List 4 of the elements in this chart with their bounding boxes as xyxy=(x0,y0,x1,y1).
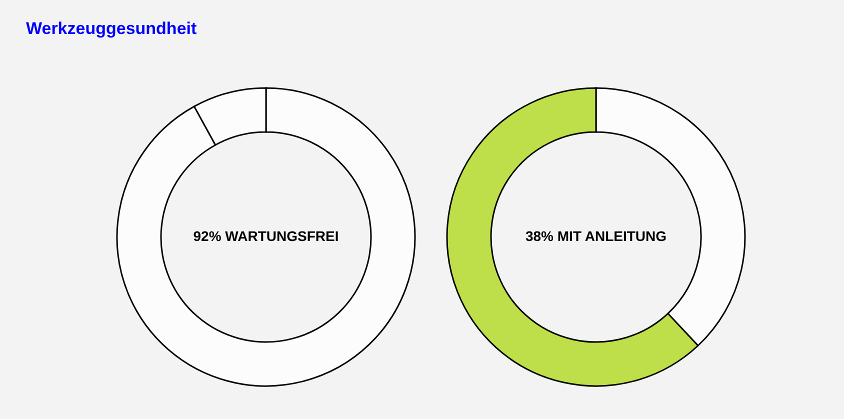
text: 92% WARTUNGSFREI xyxy=(193,228,339,244)
chart-title: Werkzeuggesundheit xyxy=(26,19,197,38)
text: 38% MIT ANLEITUNG xyxy=(525,228,667,244)
donut-slice xyxy=(116,87,416,386)
